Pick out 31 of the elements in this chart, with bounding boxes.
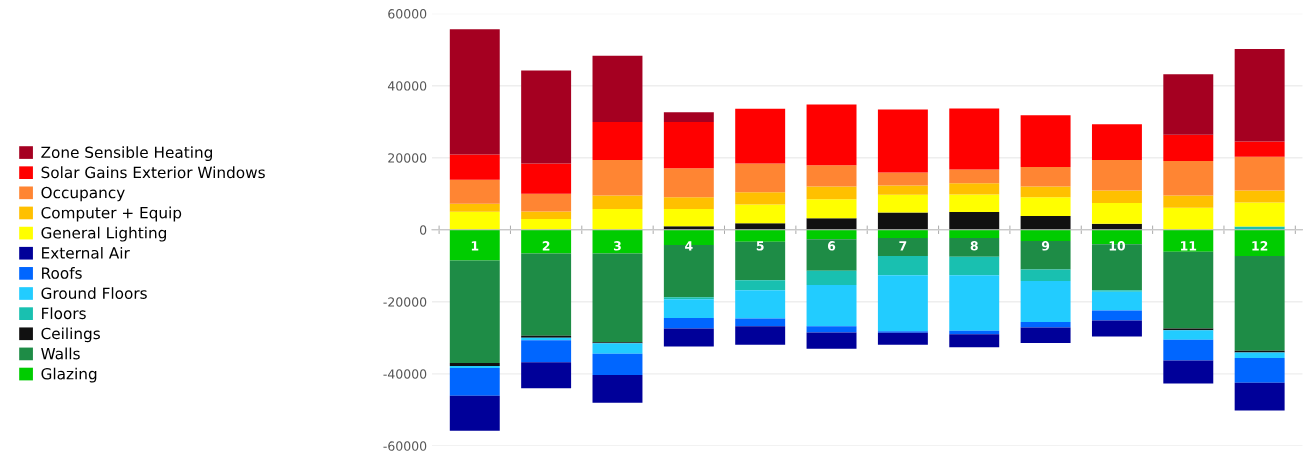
x-tick-label: 1 xyxy=(471,241,479,251)
x-tick-label: 2 xyxy=(542,241,550,251)
legend-label: External Air xyxy=(42,246,130,259)
legend-label: Zone Sensible Heating xyxy=(41,146,212,161)
legend-label: Occupancy xyxy=(41,186,125,202)
legend-label: General Lighting xyxy=(41,226,166,242)
legend-label: Glazing xyxy=(41,367,97,383)
legend-label: Floors xyxy=(42,307,86,320)
legend-label: Ground Floors xyxy=(41,287,147,299)
legend-label: Walls xyxy=(41,347,80,360)
legend-label: Computer + Equip xyxy=(41,206,182,222)
y-tick-label: -20000 xyxy=(383,297,427,307)
x-tick-label: 9 xyxy=(1041,241,1050,251)
legend-label: Roofs xyxy=(42,267,82,279)
x-tick-label: 10 xyxy=(1109,241,1126,251)
x-tick-label: 7 xyxy=(899,241,907,251)
y-tick-label: 0 xyxy=(419,225,427,235)
x-tick-label: 5 xyxy=(756,241,764,251)
x-tick-label: 11 xyxy=(1181,241,1197,251)
x-tick-label: 6 xyxy=(827,241,836,251)
x-tick-label: 4 xyxy=(685,241,693,251)
legend-label: Ceilings xyxy=(41,327,100,343)
x-tick-label: 3 xyxy=(613,241,621,251)
x-tick-label: 12 xyxy=(1252,241,1268,251)
y-tick-label: 40000 xyxy=(387,81,427,91)
y-tick-label: 20000 xyxy=(388,153,427,163)
y-tick-label: -60000 xyxy=(383,441,427,451)
legend-label: Solar Gains Exterior Windows xyxy=(41,166,265,179)
y-tick-label: 60000 xyxy=(388,9,427,19)
y-tick-label: -40000 xyxy=(383,369,427,379)
x-tick-label: 8 xyxy=(970,241,978,251)
